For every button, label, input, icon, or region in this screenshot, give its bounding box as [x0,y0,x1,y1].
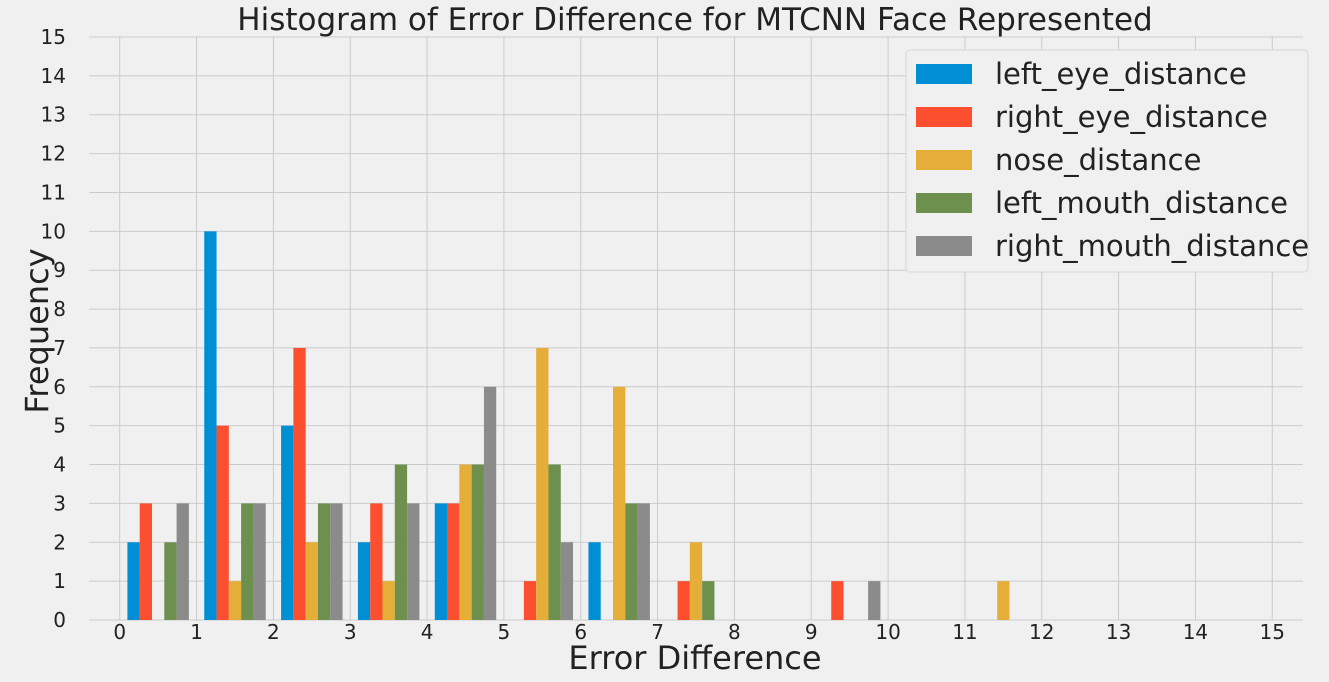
bar-nose-distance [459,464,472,620]
bar-right-eye-distance [447,503,460,620]
y-tick-label: 1 [53,569,66,593]
x-tick-label: 3 [344,620,357,644]
bar-right-eye-distance [216,425,229,620]
y-axis-label: Frequency [18,248,56,413]
x-tick-label: 9 [805,620,818,644]
bar-left-mouth-distance [702,581,715,620]
bar-left-eye-distance [127,542,140,620]
x-tick-label: 11 [952,620,977,644]
x-tick-label: 10 [875,620,900,644]
y-tick-label: 6 [53,375,66,399]
x-tick-label: 12 [1029,620,1054,644]
y-tick-label: 10 [41,219,66,243]
x-tick-label: 0 [113,620,126,644]
bar-right-mouth-distance [407,503,420,620]
y-tick-label: 2 [53,530,66,554]
bar-right-mouth-distance [868,581,881,620]
legend-swatch [916,64,972,84]
bar-left-mouth-distance [164,542,177,620]
bar-nose-distance [382,581,395,620]
bar-left-eye-distance [588,542,601,620]
bar-left-mouth-distance [394,464,408,620]
bar-left-mouth-distance [241,503,254,620]
bar-nose-distance [689,542,703,620]
bar-left-mouth-distance [471,464,484,620]
y-tick-label: 14 [41,64,66,88]
legend: left_eye_distance right_eye_distance nose_… [905,49,1309,273]
y-tick-label: 4 [53,453,66,477]
bar-right-mouth-distance [176,503,189,620]
chart-title: Histogram of Error Difference for MTCNN … [237,2,1152,38]
x-tick-label: 6 [574,620,587,644]
y-tick-label: 11 [41,180,66,204]
bar-right-mouth-distance [330,503,343,620]
y-tick-label: 0 [53,608,66,632]
legend-swatch [916,193,972,213]
bar-right-eye-distance [139,503,153,620]
bar-nose-distance [305,542,318,620]
legend-label: left_eye_distance [995,57,1247,91]
bar-right-mouth-distance [253,503,266,620]
bar-right-eye-distance [370,503,383,620]
bar-nose-distance [536,347,549,620]
bar-left-mouth-distance [317,503,331,620]
legend-label: nose_distance [995,143,1201,177]
y-tick-label: 13 [41,103,66,127]
legend-label: left_mouth_distance [995,186,1288,220]
bar-right-mouth-distance [637,503,650,620]
bar-right-mouth-distance [560,542,574,620]
bar-left-eye-distance [357,542,371,620]
bars-group [127,231,1010,621]
legend-box [905,49,1309,273]
bar-right-mouth-distance [483,386,497,620]
y-tick-label: 7 [53,336,66,360]
bar-left-eye-distance [281,425,294,620]
y-tick-label: 12 [41,142,66,166]
x-tick-label: 4 [421,620,434,644]
y-tick-label: 3 [53,491,66,515]
bar-left-mouth-distance [548,464,561,620]
bar-nose-distance [228,581,242,620]
x-tick-label: 2 [267,620,280,644]
y-tick-label: 9 [53,258,66,282]
bar-nose-distance [613,386,626,620]
bar-right-eye-distance [831,581,844,620]
y-tick-label: 15 [41,25,66,49]
bar-right-eye-distance [677,581,690,620]
bar-nose-distance [997,581,1010,620]
bar-right-eye-distance [523,581,537,620]
legend-label: right_mouth_distance [995,229,1309,263]
x-tick-label: 13 [1106,620,1131,644]
bar-left-eye-distance [204,231,217,621]
x-tick-label: 14 [1183,620,1208,644]
x-tick-labels: 0 1 2 3 4 5 6 7 8 9 10 11 12 13 14 15 [113,620,1285,644]
legend-label: right_eye_distance [995,100,1268,134]
x-tick-label: 8 [728,620,741,644]
y-tick-label: 5 [53,414,66,438]
legend-swatch [916,236,972,256]
legend-swatch [916,150,972,170]
bar-left-mouth-distance [625,503,638,620]
x-tick-label: 1 [190,620,203,644]
legend-swatch [916,107,972,127]
x-tick-label: 5 [498,620,511,644]
bar-right-eye-distance [293,347,306,620]
x-axis-label: Error Difference [568,639,821,677]
x-tick-label: 15 [1260,620,1285,644]
y-tick-label: 8 [53,297,66,321]
x-tick-label: 7 [651,620,664,644]
bar-left-eye-distance [434,503,448,620]
